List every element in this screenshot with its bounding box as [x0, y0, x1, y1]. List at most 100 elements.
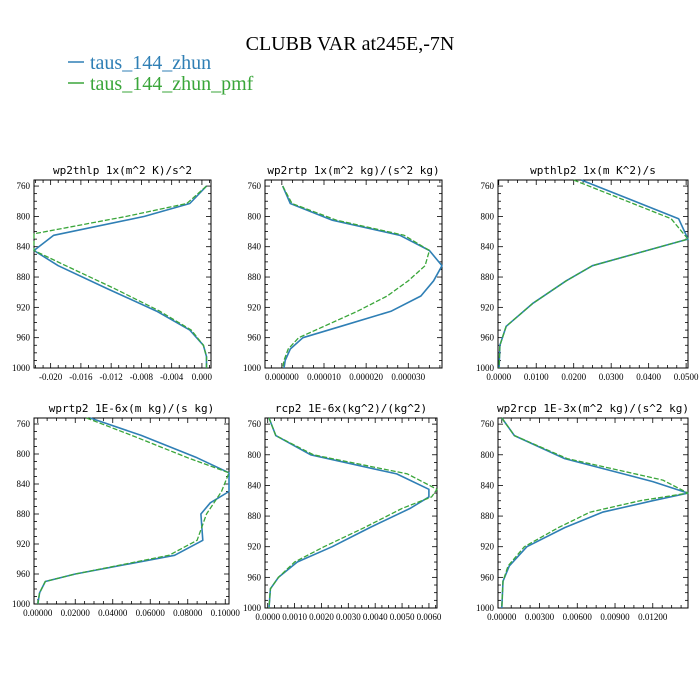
- panel-frame-5: [497, 417, 689, 609]
- xtick-label-3: 0.08000: [173, 608, 203, 618]
- series-line-0-0: [33, 185, 208, 368]
- panel-title-0: wp2thlp 1x(m^2 K)/s^2: [53, 164, 192, 177]
- panel-title-3: wprtp2 1E-6x(m kg)/(s kg): [49, 402, 215, 415]
- ytick-label-1: 960: [248, 333, 262, 343]
- ytick-label-0: 1000: [12, 363, 31, 373]
- panel-frame-3: [33, 417, 230, 605]
- xtick-label-2: 0.0100: [524, 372, 549, 382]
- xtick-label-4: 0.0040: [363, 612, 388, 622]
- ytick-label-4: 800: [248, 450, 262, 460]
- xtick-label-2: 0.0200: [561, 372, 586, 382]
- panel-frame-0: [33, 179, 212, 369]
- ytick-label-5: 760: [481, 419, 495, 429]
- xtick-label-4: 0.0060: [417, 612, 442, 622]
- ytick-label-1: 840: [248, 242, 262, 252]
- ytick-label-3: 1000: [12, 599, 31, 609]
- ytick-label-5: 920: [481, 542, 495, 552]
- ytick-label-3: 960: [17, 569, 31, 579]
- xtick-label-4: 0.0010: [282, 612, 307, 622]
- ytick-label-2: 960: [481, 333, 495, 343]
- xtick-label-2: 0.0400: [636, 372, 661, 382]
- series-line-4-0: [268, 417, 430, 609]
- xtick-label-2: 0.0300: [599, 372, 624, 382]
- panel-frame-4: [264, 417, 438, 609]
- xtick-label-0: -0.020: [39, 372, 63, 382]
- ytick-label-2: 920: [481, 302, 495, 312]
- panel-2: wpthlp2 1x(m K^2)/s 760 800 840 880 920 960 100…: [476, 164, 699, 382]
- ytick-label-4: 760: [248, 419, 262, 429]
- xtick-label-5: 0.00900: [600, 612, 630, 622]
- ytick-label-5: 1000: [476, 603, 495, 613]
- panel-5: wp2rcp 1E-3x(m^2 kg)/(s^2 kg)760 800 840 88…: [476, 402, 689, 622]
- xtick-label-5: 0.00600: [563, 612, 593, 622]
- xtick-label-2: 0.0000: [486, 372, 511, 382]
- xtick-label-0: -0.008: [130, 372, 154, 382]
- ytick-label-3: 920: [17, 539, 31, 549]
- ytick-label-3: 880: [17, 509, 31, 519]
- ytick-label-2: 760: [481, 181, 495, 191]
- ytick-label-0: 960: [17, 333, 31, 343]
- legend-label-1: taus_144_zhun_pmf: [90, 73, 254, 95]
- panel-title-4: rcp2 1E-6x(kg^2)/(kg^2): [275, 402, 427, 415]
- xtick-label-2: 0.0500: [674, 372, 699, 382]
- ytick-label-3: 840: [17, 479, 31, 489]
- figure-title: CLUBB VAR at245E,-7N: [246, 33, 455, 55]
- ytick-label-1: 800: [248, 211, 262, 221]
- panel-title-1: wp2rtp 1x(m^2 kg)/(s^2 kg): [267, 164, 439, 177]
- ytick-label-0: 920: [17, 302, 31, 312]
- ytick-label-3: 760: [17, 419, 31, 429]
- xtick-label-0: -0.004: [160, 372, 184, 382]
- ytick-label-5: 840: [481, 480, 495, 490]
- xtick-label-3: 0.06000: [136, 608, 166, 618]
- series-line-1-1: [282, 185, 431, 369]
- series-line-3-1: [37, 417, 230, 605]
- ytick-label-3: 800: [17, 449, 31, 459]
- ytick-label-0: 800: [17, 211, 31, 221]
- ytick-label-5: 960: [481, 572, 495, 582]
- panel-1: wp2rtp 1x(m^2 kg)/(s^2 kg) 760 800 840 880 92…: [243, 164, 443, 382]
- series-line-5-1: [501, 417, 689, 609]
- series-line-5-0: [501, 417, 689, 609]
- xtick-label-3: 0.04000: [98, 608, 128, 618]
- xtick-label-1: 0.000010: [307, 372, 341, 382]
- xtick-label-1: 0.000030: [391, 372, 425, 382]
- xtick-label-0: -0.012: [100, 372, 123, 382]
- ytick-label-1: 760: [248, 181, 262, 191]
- xtick-label-0: -0.016: [69, 372, 93, 382]
- ytick-label-4: 920: [248, 542, 262, 552]
- xtick-label-4: 0.0020: [309, 612, 334, 622]
- series-line-4-1: [268, 417, 438, 609]
- ytick-label-4: 1000: [243, 603, 262, 613]
- xtick-label-5: 0.00000: [487, 612, 517, 622]
- ytick-label-2: 1000: [476, 363, 495, 373]
- ytick-label-0: 880: [17, 272, 31, 282]
- xtick-label-1: 0.000020: [349, 372, 383, 382]
- series-line-1-0: [281, 185, 443, 369]
- ytick-label-5: 800: [481, 450, 495, 460]
- ytick-label-1: 920: [248, 302, 262, 312]
- panel-4: rcp2 1E-6x(kg^2)/(kg^2) 760 800 840 880 920 96…: [243, 402, 442, 622]
- ytick-label-1: 880: [248, 272, 262, 282]
- panel-title-5: wp2rcp 1E-3x(m^2 kg)/(s^2 kg): [497, 402, 689, 415]
- legend-label-0: taus_144_zhun: [90, 52, 211, 74]
- panel-frame-2: [497, 179, 689, 369]
- ytick-label-4: 840: [248, 480, 262, 490]
- xtick-label-4: 0.0030: [336, 612, 361, 622]
- xtick-label-5: 0.01200: [638, 612, 668, 622]
- panel-frame-1: [264, 179, 443, 369]
- ytick-label-4: 960: [248, 572, 262, 582]
- xtick-label-3: 0.10000: [211, 608, 241, 618]
- xtick-label-3: 0.02000: [61, 608, 91, 618]
- series-line-2-0: [498, 179, 689, 369]
- xtick-label-5: 0.00300: [525, 612, 555, 622]
- panel-title-2: wpthlp2 1x(m K^2)/s: [530, 164, 656, 177]
- series-line-0-1: [33, 185, 208, 368]
- ytick-label-4: 880: [248, 511, 262, 521]
- series-line-2-1: [498, 179, 689, 369]
- panels: wp2thlp 1x(m^2 K)/s^2 760 800 840 880 920 960 1…: [12, 164, 699, 622]
- ytick-label-5: 880: [481, 511, 495, 521]
- ytick-label-2: 880: [481, 272, 495, 282]
- xtick-label-0: 0.000: [192, 372, 213, 382]
- xtick-label-4: 0.0050: [390, 612, 415, 622]
- ytick-label-0: 760: [17, 181, 31, 191]
